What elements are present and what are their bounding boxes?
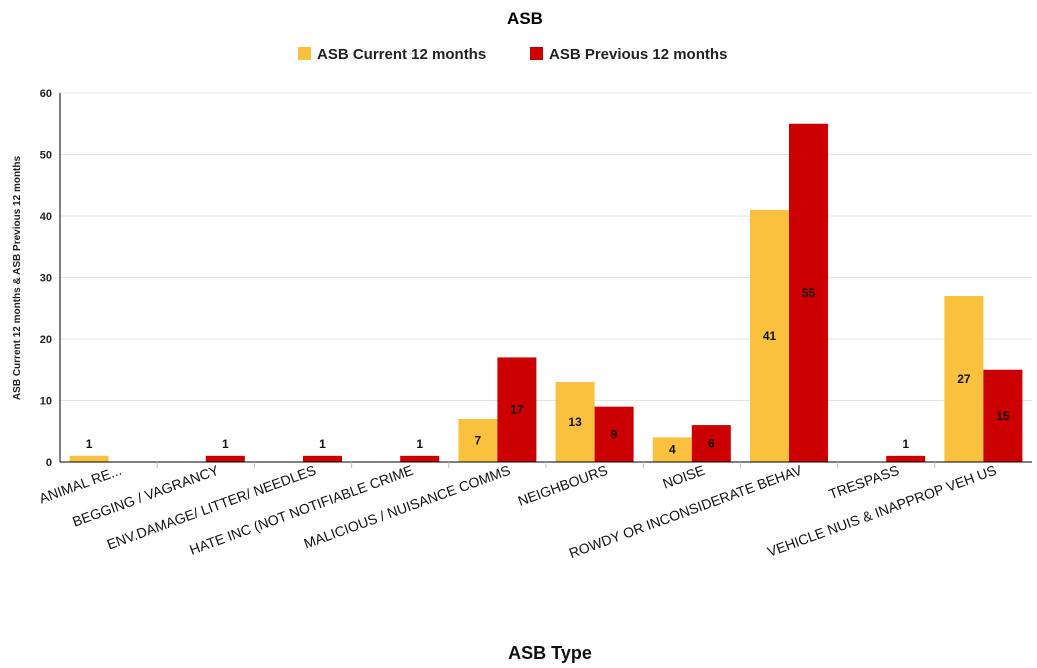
x-axis-label: ASB Type [508, 643, 592, 663]
y-tick-label: 60 [40, 88, 52, 100]
data-label: 4 [669, 443, 676, 457]
y-tick-label: 50 [40, 150, 52, 162]
data-label: 17 [510, 403, 524, 417]
y-tick-label: 20 [40, 334, 52, 346]
y-tick-label: 30 [40, 273, 52, 285]
data-label: 1 [222, 437, 229, 451]
bar-current [944, 295, 984, 462]
bar-current [555, 382, 595, 462]
data-label: 13 [568, 415, 582, 429]
data-label: 1 [902, 437, 909, 451]
gridlines [60, 92, 1032, 401]
axes [59, 93, 1032, 468]
x-axis-ticks: ANIMAL RE...BEGGING / VAGRANCYENV.DAMAGE… [37, 462, 999, 562]
data-label: 41 [763, 329, 777, 343]
y-tick-label: 10 [40, 396, 52, 408]
x-tick-label: NOISE [660, 462, 706, 492]
data-label: 9 [611, 427, 618, 441]
bar-current [750, 209, 789, 462]
legend: ASB Current 12 months ASB Previous 12 mon… [298, 46, 727, 63]
bar-previous [205, 455, 245, 462]
bar-current [652, 437, 692, 462]
x-tick-label: NEIGHBOURS [516, 462, 610, 509]
y-axis-label: ASB Current 12 months & ASB Previous 12 … [12, 156, 23, 401]
legend-label: ASB Current 12 months [317, 46, 486, 63]
bar-previous [594, 406, 634, 462]
y-axis-ticks: 0 10 20 30 40 50 60 [40, 88, 52, 469]
legend-label: ASB Previous 12 months [549, 46, 727, 63]
bar-current [458, 418, 498, 462]
data-label: 6 [708, 437, 715, 451]
bar-previous [691, 425, 731, 462]
y-tick-label: 40 [40, 211, 52, 223]
bar-previous [886, 455, 926, 462]
y-tick-label: 0 [46, 457, 52, 469]
data-label: 1 [416, 437, 423, 451]
data-label: 55 [802, 286, 816, 300]
legend-swatch [530, 47, 543, 60]
data-label: 1 [319, 437, 326, 451]
legend-swatch [298, 47, 311, 60]
bar-previous [400, 455, 440, 462]
data-label: 7 [475, 433, 482, 447]
bar-previous [983, 369, 1023, 462]
bars [69, 123, 1023, 462]
bar-previous [789, 123, 828, 462]
data-label: 1 [86, 437, 93, 451]
data-label: 27 [957, 372, 971, 386]
bar-previous [497, 357, 537, 462]
bar-previous [303, 455, 342, 462]
chart-title: ASB [507, 9, 543, 28]
bar-current [69, 455, 109, 462]
data-label: 15 [996, 409, 1010, 423]
